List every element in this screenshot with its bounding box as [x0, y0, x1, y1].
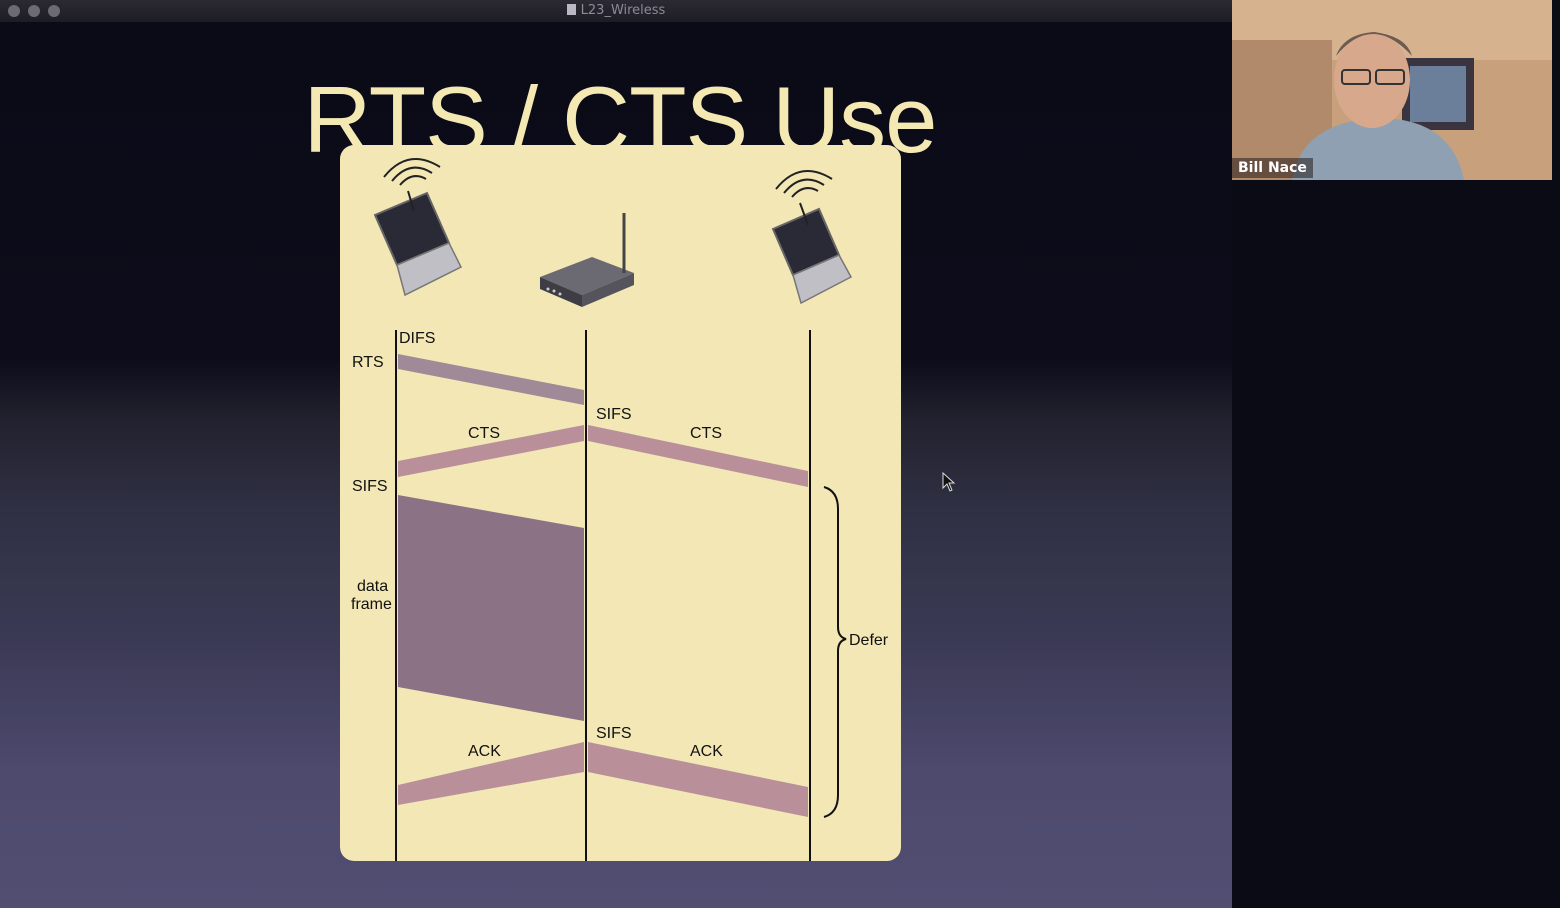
ack-band-right — [588, 742, 808, 817]
window-titlebar: L23_Wireless — [0, 0, 1232, 23]
difs-label: DIFS — [399, 330, 435, 347]
data-frame-block — [398, 495, 584, 721]
laptop-icon — [771, 170, 853, 305]
mouse-cursor-icon — [942, 472, 956, 492]
data-frame-label-line1: data — [357, 578, 388, 595]
ack-label: ACK — [468, 743, 501, 760]
ack-band-left — [398, 742, 584, 805]
data-frame-label-line2: frame — [351, 596, 392, 613]
cts-label: CTS — [468, 425, 500, 442]
cts-band-left — [398, 425, 584, 477]
defer-label: Defer — [849, 632, 889, 649]
zoom-window-button[interactable] — [48, 5, 60, 17]
close-window-button[interactable] — [8, 5, 20, 17]
rts-cts-diagram: DIFS RTS SIFS CTS CTS SIFS data frame De… — [340, 145, 901, 861]
sifs-label: SIFS — [596, 725, 632, 742]
wireless-router-icon — [540, 213, 634, 307]
participant-name: Bill Nace — [1232, 158, 1313, 178]
ack-label: ACK — [690, 743, 723, 760]
minimize-window-button[interactable] — [28, 5, 40, 17]
defer-brace — [823, 486, 847, 818]
participant-avatar — [1232, 0, 1552, 180]
rts-label: RTS — [352, 354, 384, 371]
laptop-icon — [373, 158, 463, 297]
sifs-label: SIFS — [352, 478, 388, 495]
cts-label: CTS — [690, 425, 722, 442]
sifs-label: SIFS — [596, 406, 632, 423]
window-title-text: L23_Wireless — [580, 3, 666, 18]
participant-video-tile[interactable]: Bill Nace — [1232, 0, 1552, 180]
rts-band — [398, 354, 584, 405]
document-icon — [566, 4, 576, 15]
window-title: L23_Wireless — [0, 3, 1232, 18]
cts-band-right — [588, 425, 808, 487]
